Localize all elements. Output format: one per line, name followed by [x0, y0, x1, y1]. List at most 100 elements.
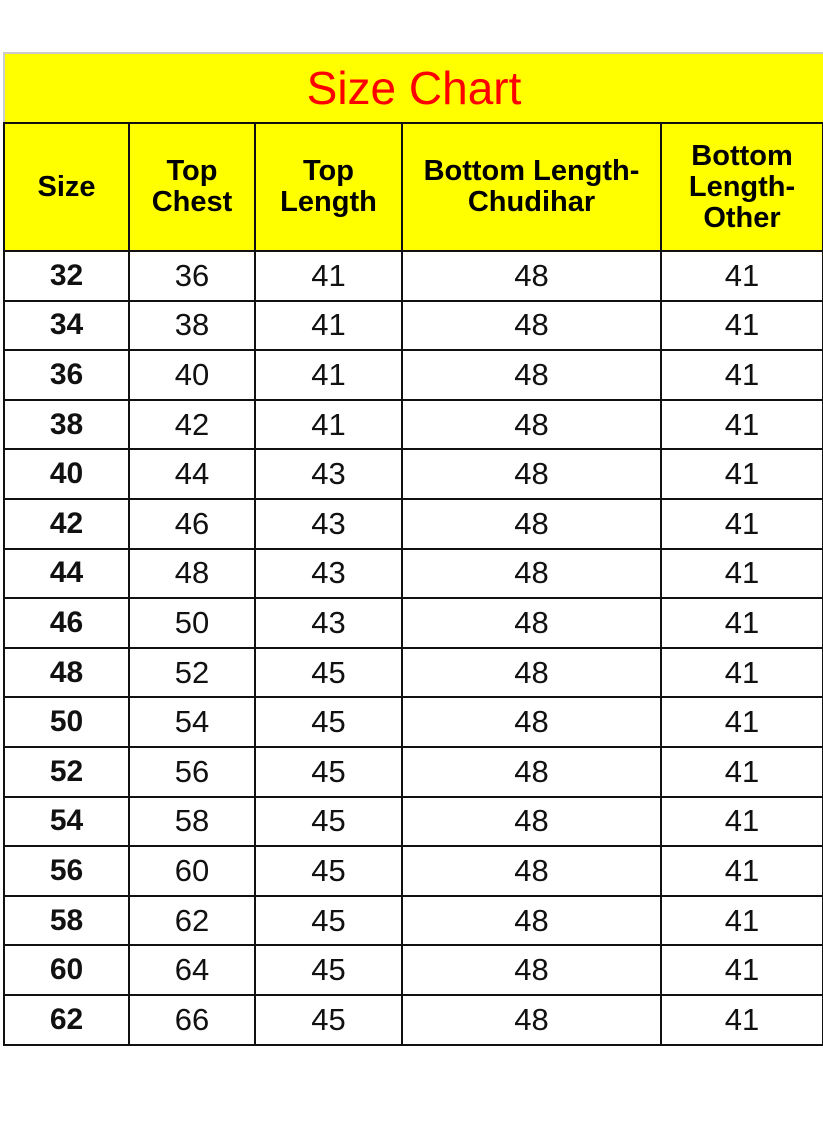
- cell-bottom-length-other: 41: [659, 299, 823, 352]
- cell-bottom-length-chudihar: 48: [401, 894, 662, 947]
- table-row: 42 46 43 48 41: [3, 497, 823, 550]
- cell-top-length: 41: [254, 250, 403, 302]
- cell-bottom-length-other: 41: [659, 894, 823, 947]
- cell-size: 48: [3, 646, 130, 699]
- cell-bottom-length-chudihar: 48: [401, 448, 662, 500]
- table-row: 38 42 41 48 41: [3, 398, 823, 451]
- cell-top-length: 45: [254, 845, 403, 897]
- cell-top-length: 43: [254, 448, 403, 500]
- cell-bottom-length-chudihar: 48: [401, 597, 662, 649]
- cell-top-chest: 64: [128, 944, 256, 996]
- size-chart-table: Size Chart Size Top Chest Top Length Bot…: [3, 52, 823, 1046]
- cell-top-chest: 50: [128, 597, 256, 649]
- cell-top-length: 43: [254, 547, 403, 600]
- cell-size: 52: [3, 745, 130, 798]
- column-header-top-length: Top Length: [254, 122, 403, 252]
- cell-top-chest: 54: [128, 696, 256, 748]
- column-header-bottom-length-chudihar: Bottom Length-Chudihar: [401, 122, 662, 252]
- cell-size: 40: [3, 448, 130, 500]
- cell-top-chest: 40: [128, 349, 256, 401]
- cell-bottom-length-other: 41: [659, 845, 823, 897]
- cell-bottom-length-chudihar: 48: [401, 646, 662, 699]
- cell-size: 56: [3, 845, 130, 897]
- cell-top-length: 45: [254, 745, 403, 798]
- table-row: 50 54 45 48 41: [3, 696, 823, 748]
- cell-bottom-length-other: 41: [659, 497, 823, 550]
- chart-title: Size Chart: [4, 53, 823, 124]
- cell-top-length: 45: [254, 894, 403, 947]
- table-row: 44 48 43 48 41: [3, 547, 823, 600]
- cell-top-length: 45: [254, 696, 403, 748]
- cell-bottom-length-other: 41: [659, 349, 823, 401]
- cell-top-chest: 42: [128, 398, 256, 451]
- cell-bottom-length-chudihar: 48: [401, 993, 662, 1046]
- cell-bottom-length-other: 41: [659, 993, 823, 1046]
- cell-bottom-length-chudihar: 48: [401, 795, 662, 848]
- cell-top-length: 43: [254, 497, 403, 550]
- table-row: 58 62 45 48 41: [3, 894, 823, 947]
- cell-top-chest: 52: [128, 646, 256, 699]
- table-row: 56 60 45 48 41: [3, 845, 823, 897]
- cell-size: 36: [3, 349, 130, 401]
- cell-bottom-length-other: 41: [659, 398, 823, 451]
- cell-top-chest: 66: [128, 993, 256, 1046]
- table-row: 34 38 41 48 41: [3, 299, 823, 352]
- cell-top-chest: 38: [128, 299, 256, 352]
- column-header-top-chest: Top Chest: [128, 122, 256, 252]
- cell-top-length: 41: [254, 398, 403, 451]
- cell-bottom-length-other: 41: [659, 795, 823, 848]
- cell-top-chest: 44: [128, 448, 256, 500]
- table-row: 60 64 45 48 41: [3, 944, 823, 996]
- cell-bottom-length-other: 41: [659, 547, 823, 600]
- cell-size: 34: [3, 299, 130, 352]
- cell-top-chest: 46: [128, 497, 256, 550]
- cell-bottom-length-chudihar: 48: [401, 547, 662, 600]
- cell-top-chest: 56: [128, 745, 256, 798]
- cell-size: 46: [3, 597, 130, 649]
- cell-top-chest: 62: [128, 894, 256, 947]
- cell-size: 38: [3, 398, 130, 451]
- cell-top-length: 41: [254, 349, 403, 401]
- cell-bottom-length-chudihar: 48: [401, 944, 662, 996]
- cell-size: 42: [3, 497, 130, 550]
- cell-size: 44: [3, 547, 130, 600]
- cell-top-chest: 36: [128, 250, 256, 302]
- cell-bottom-length-chudihar: 48: [401, 349, 662, 401]
- table-row: 48 52 45 48 41: [3, 646, 823, 699]
- cell-bottom-length-chudihar: 48: [401, 250, 662, 302]
- table-row: 40 44 43 48 41: [3, 448, 823, 500]
- cell-top-chest: 58: [128, 795, 256, 848]
- cell-bottom-length-other: 41: [659, 696, 823, 748]
- column-header-bottom-length-other: Bottom Length-Other: [659, 122, 823, 252]
- table-row: 46 50 43 48 41: [3, 597, 823, 649]
- cell-bottom-length-chudihar: 48: [401, 299, 662, 352]
- table-row: 54 58 45 48 41: [3, 795, 823, 848]
- cell-top-length: 43: [254, 597, 403, 649]
- cell-top-chest: 48: [128, 547, 256, 600]
- cell-bottom-length-other: 41: [659, 944, 823, 996]
- cell-bottom-length-other: 41: [659, 597, 823, 649]
- cell-top-length: 41: [254, 299, 403, 352]
- cell-bottom-length-other: 41: [659, 745, 823, 798]
- cell-bottom-length-other: 41: [659, 646, 823, 699]
- cell-bottom-length-other: 41: [659, 250, 823, 302]
- table-row: 36 40 41 48 41: [3, 349, 823, 401]
- table-row: 32 36 41 48 41: [3, 250, 823, 302]
- column-header-size: Size: [3, 122, 130, 252]
- cell-top-length: 45: [254, 646, 403, 699]
- cell-size: 62: [3, 993, 130, 1046]
- cell-size: 54: [3, 795, 130, 848]
- cell-bottom-length-chudihar: 48: [401, 845, 662, 897]
- cell-top-length: 45: [254, 993, 403, 1046]
- cell-bottom-length-chudihar: 48: [401, 696, 662, 748]
- cell-bottom-length-other: 41: [659, 448, 823, 500]
- cell-top-chest: 60: [128, 845, 256, 897]
- table-row: 62 66 45 48 41: [3, 993, 823, 1046]
- cell-bottom-length-chudihar: 48: [401, 745, 662, 798]
- cell-bottom-length-chudihar: 48: [401, 497, 662, 550]
- table-row: 52 56 45 48 41: [3, 745, 823, 798]
- cell-size: 58: [3, 894, 130, 947]
- cell-top-length: 45: [254, 795, 403, 848]
- cell-size: 32: [3, 250, 130, 302]
- cell-size: 60: [3, 944, 130, 996]
